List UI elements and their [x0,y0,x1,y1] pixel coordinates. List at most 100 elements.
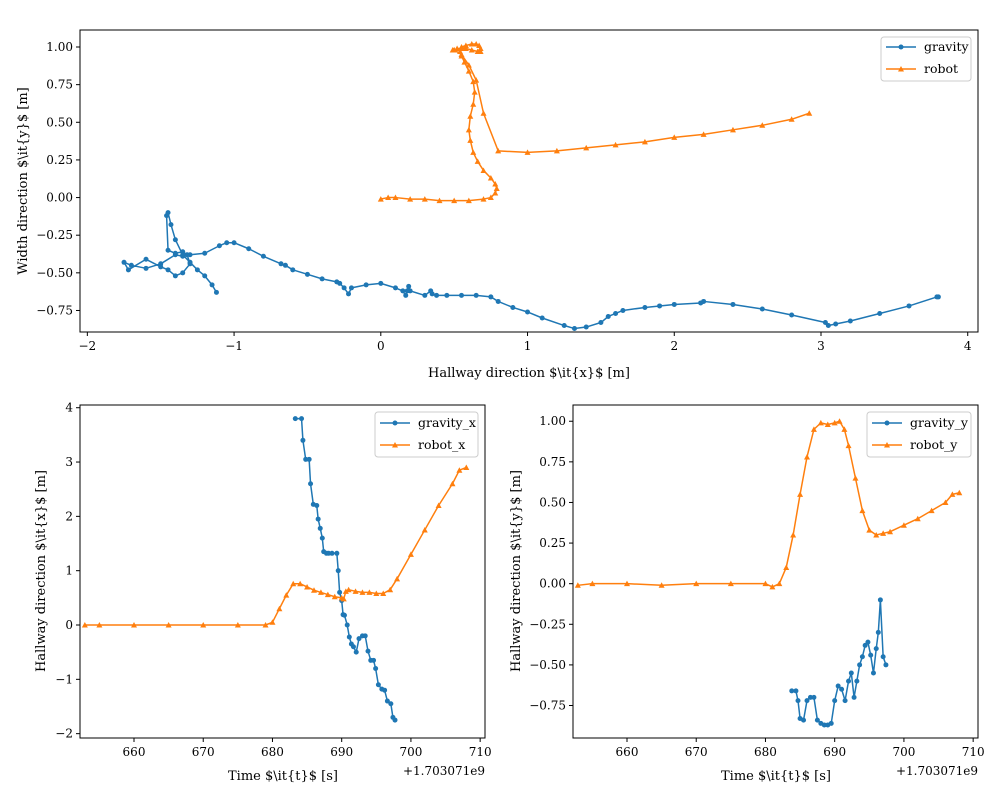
y-tick-label: 1.00 [46,40,73,54]
data-point-gravity_x [306,456,312,462]
data-point-gravity [434,292,440,298]
data-point-gravity [444,292,450,298]
data-point-robot_y [845,442,852,449]
data-point-gravity_y [851,694,857,700]
data-point-robot_y [776,580,783,587]
data-point-gravity_y [789,688,795,694]
bottom-left-panel-marks [81,416,470,723]
data-point-gravity_y [846,678,852,684]
data-point-gravity [224,240,230,246]
bottom-right-panel-legend: gravity_y robot_y [866,411,972,458]
data-point-robot [467,113,474,119]
data-point-gravity [620,307,626,313]
data-point-robot_x [165,622,172,628]
data-point-robot [465,68,472,74]
y-tick-label: −0.25 [36,228,73,242]
data-point-robot_y [956,489,963,496]
data-point-robot_y [824,421,831,427]
data-point-robot [487,194,494,201]
data-point-gravity [216,243,222,249]
data-point-robot [467,137,474,143]
data-point-robot [462,45,469,52]
y-tick-label: −0.75 [529,699,566,713]
data-point-robot [421,196,428,202]
top-panel-ylabel-text: Width direction $\it{y}$ [m] [16,87,31,275]
data-point-gravity_x [356,636,362,642]
data-point-gravity_x [375,682,381,688]
data-point-gravity_x [382,687,388,693]
y-tick-label: −0.75 [36,303,73,317]
data-point-robot_y [727,580,734,587]
data-point-gravity [822,320,828,326]
data-point-gravity [392,285,398,291]
legend-gravity-label: gravity [924,39,970,54]
data-point-robot_x [297,580,304,587]
data-point-gravity [180,270,186,276]
data-point-robot_y [887,528,894,535]
data-point-robot_y [914,515,921,522]
data-point-robot_y [810,426,817,432]
data-point-gravity_y [873,646,879,652]
data-point-gravity [282,262,288,268]
data-point-robot [480,167,487,173]
data-point-robot_x [456,467,463,473]
series-line-robot_x [84,466,467,626]
data-point-robot [492,190,499,196]
bottom-left-panel-frame [79,404,486,739]
data-point-robot [480,196,487,202]
data-point-robot [407,196,414,202]
data-point-gravity_y [807,694,813,700]
data-point-gravity [847,318,853,324]
data-point-gravity_x [373,665,379,671]
data-point-gravity [833,321,839,327]
data-point-robot_y [693,580,700,587]
data-point-gravity_x [337,589,343,595]
data-point-gravity [539,315,545,321]
data-point-robot [471,89,478,95]
data-point-robot [641,138,648,145]
data-point-robot_x [463,464,470,470]
data-point-gravity [657,303,663,309]
data-point-robot_y [658,582,665,588]
data-point-robot_x [324,591,331,598]
data-point-gravity_x [371,657,377,663]
data-point-gravity_x [335,568,341,574]
y-tick-label: 1 [65,564,73,578]
data-point-robot_x [373,590,380,597]
series-line-gravity_y [791,599,887,726]
data-point-robot [385,194,392,201]
x-tick-label: −1 [225,339,243,353]
x-tick-label: 690 [330,745,353,759]
data-point-robot_x [283,592,290,598]
data-point-gravity [459,292,465,298]
data-point-robot [495,147,502,154]
x-tick-label: 4 [964,339,972,353]
data-point-gravity [346,291,352,297]
data-point-gravity [730,301,736,307]
y-tick-label: 0.50 [539,495,566,509]
data-point-robot [473,41,480,47]
data-point-gravity [202,273,208,279]
legend-gravity-x-marker [392,420,398,426]
data-point-robot_x [131,622,137,628]
x-tick-label: 670 [685,745,708,759]
data-point-robot_x [269,619,276,625]
data-point-gravity [525,309,531,315]
x-tick-label: 700 [892,745,915,759]
data-point-robot_x [435,502,442,508]
data-point-gravity_x [300,437,306,443]
legend-robot-y-marker [884,442,890,448]
y-tick-label: 4 [65,401,73,415]
data-point-robot [492,181,499,187]
data-point-gravity_x [319,535,325,541]
data-point-gravity [428,288,434,294]
data-point-robot_y [574,582,581,588]
data-point-gravity [165,267,171,273]
legend-robot-marker [898,66,904,72]
series-robot_x [81,464,470,628]
y-tick-label: 0.50 [46,115,73,129]
y-tick-label: 0.25 [46,153,73,167]
data-point-gravity [246,246,252,252]
y-tick-label: 1.00 [539,414,566,428]
